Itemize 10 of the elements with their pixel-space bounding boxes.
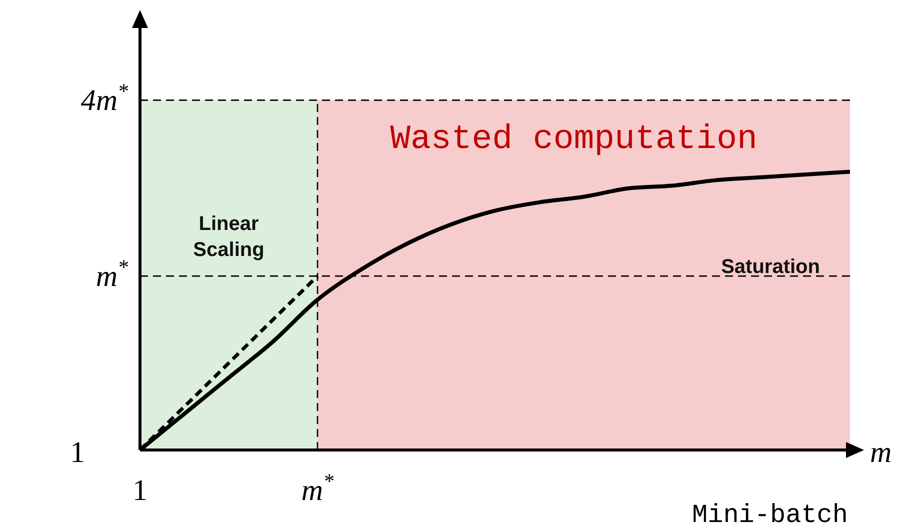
text: 1 [132, 474, 148, 507]
ref-line-label: m$^{*}$ [96, 255, 128, 294]
text: m$^{*}$ [301, 469, 334, 507]
ref-line-label: 4m$^{*}$ [80, 79, 128, 118]
text: Mini-batch [692, 500, 848, 529]
text: 1 [70, 436, 85, 469]
x-axis-title: m [870, 436, 892, 469]
annotation: Linear Scaling [193, 213, 264, 262]
annotation: Saturation [721, 256, 820, 278]
text: Wasted computation [390, 121, 758, 160]
